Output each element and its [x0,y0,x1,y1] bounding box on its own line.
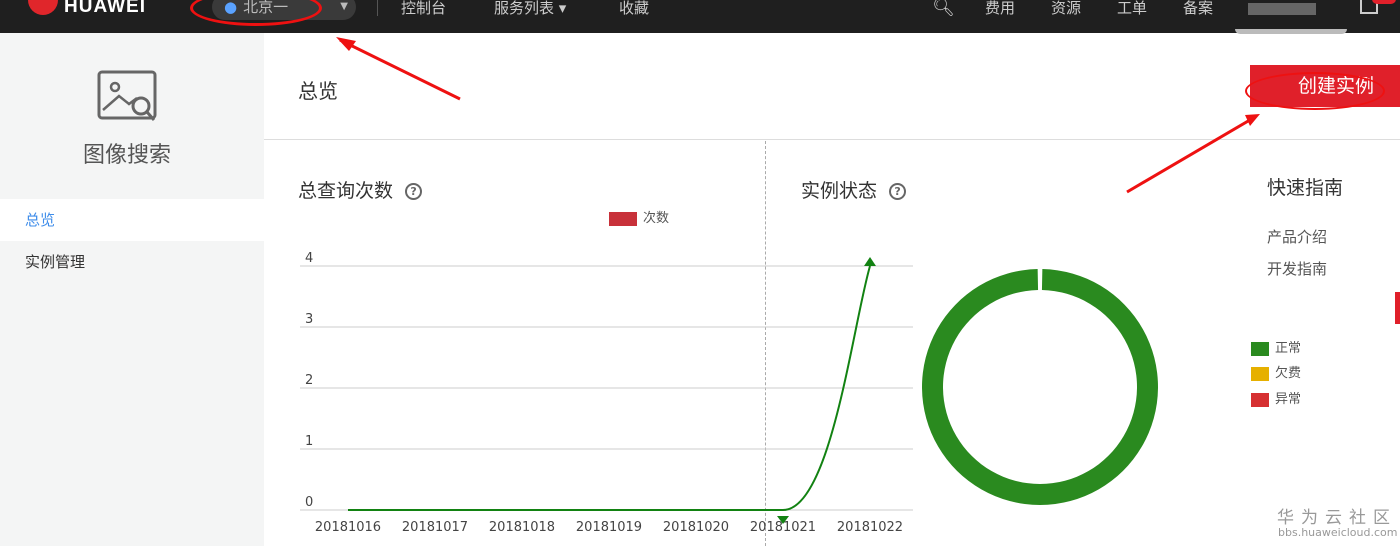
x-tick-label: 20181021 [750,520,816,535]
x-tick-label: 20181022 [837,520,903,535]
annotation-arrow-head [1245,114,1260,126]
nav-tickets[interactable]: 工单 [1117,0,1148,17]
x-tick-label: 20181019 [576,520,642,535]
quick-guide-title: 快速指南 [1267,177,1344,199]
legend-swatch [1251,392,1269,407]
link-dev-guide[interactable]: 开发指南 [1267,260,1328,278]
user-account-blurred[interactable] [1248,3,1316,15]
donut-slice-0 [921,269,1158,506]
image-search-icon [97,70,157,121]
sidebar-item-instance-management[interactable]: 实例管理 [25,253,86,271]
legend-abnormal[interactable]: 异常 [1251,388,1301,407]
x-tick-label: 20181020 [663,520,729,535]
section-title-queries: 总查询次数? [298,176,423,203]
link-product-intro[interactable]: 产品介绍 [1267,228,1328,246]
nav-service-list[interactable]: 服务列表 ▾ [494,0,567,17]
nav-console[interactable]: 控制台 [401,0,447,17]
x-tick-label: 20181018 [489,520,555,535]
legend-swatch [609,211,637,226]
legend-swatch [1251,366,1269,381]
annotation-arrow-head [336,37,356,51]
page-header: 总览 [264,33,1400,140]
side-feedback-tab[interactable] [1395,292,1400,324]
top-bar: HUAWEI ● 北京一 ▼ 控制台 服务列表 ▾ 收藏 🔍︎ 费用 资源 工单 备… [0,0,1400,33]
chevron-down-icon: ▼ [340,1,348,12]
y-tick-label: 2 [305,373,313,388]
watermark-url: bbs.huaweicloud.com [1278,526,1398,539]
min-marker [777,516,789,524]
nav-resources[interactable]: 资源 [1051,0,1082,17]
series-line [348,265,871,511]
y-tick-label: 0 [305,495,313,510]
help-icon[interactable]: ? [405,183,423,200]
section-title-status: 实例状态? [801,176,907,203]
nav-billing[interactable]: 费用 [985,0,1016,17]
annotation-arrow [1126,115,1256,194]
legend-swatch [1251,341,1269,356]
page-title: 总览 [298,79,338,103]
search-icon[interactable]: 🔍︎ [932,0,955,18]
line-legend[interactable]: 次数 [609,207,669,226]
legend-normal[interactable]: 正常 [1251,337,1301,356]
y-tick-label: 1 [305,434,313,449]
notification-badge [1372,0,1396,4]
huawei-flower-icon [28,0,58,15]
nav-filing[interactable]: 备案 [1183,0,1214,17]
max-marker [864,257,876,266]
user-dropdown-tab [1235,29,1347,34]
sidebar: 图像搜索 总览 实例管理 [0,33,264,546]
y-tick-label: 4 [305,251,313,266]
huawei-logo[interactable]: HUAWEI [28,0,146,18]
divider [377,0,378,16]
section-divider [765,141,766,546]
help-icon[interactable]: ? [889,183,907,200]
legend-arrears[interactable]: 欠费 [1251,362,1301,381]
x-tick-label: 20181017 [402,520,468,535]
x-tick-label: 20181016 [315,520,381,535]
watermark: 华为云社区 [1277,508,1397,528]
annotation-circle [1245,72,1385,110]
y-tick-label: 3 [305,312,313,327]
annotation-arrow [339,38,461,101]
sidebar-item-overview[interactable]: 总览 [0,199,264,241]
service-title: 图像搜索 [82,143,171,168]
nav-favorites[interactable]: 收藏 [619,0,650,17]
message-icon[interactable] [1360,0,1378,14]
